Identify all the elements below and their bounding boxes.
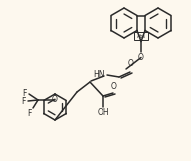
- Text: O: O: [138, 52, 144, 62]
- Text: O: O: [52, 95, 58, 104]
- Text: F: F: [22, 96, 26, 105]
- Text: F: F: [28, 109, 32, 118]
- Text: O: O: [128, 59, 134, 68]
- Text: OH: OH: [97, 108, 109, 117]
- Text: HN: HN: [94, 70, 105, 79]
- FancyBboxPatch shape: [134, 32, 148, 40]
- Text: Abs: Abs: [137, 33, 146, 38]
- Text: O: O: [111, 82, 117, 91]
- Text: F: F: [23, 89, 27, 98]
